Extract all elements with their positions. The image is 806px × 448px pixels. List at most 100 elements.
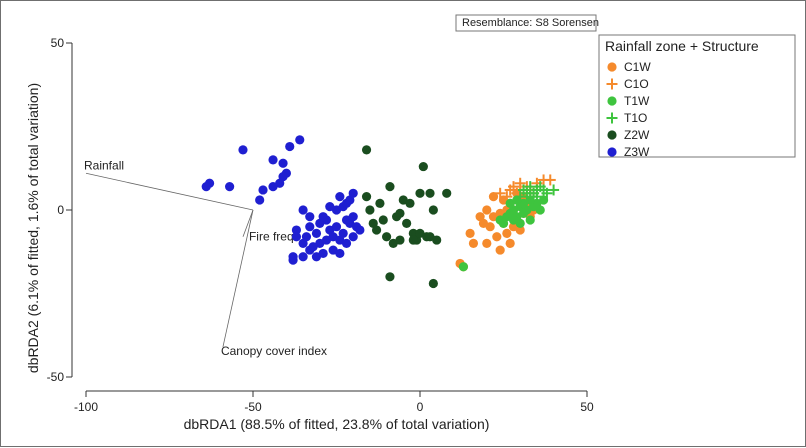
resemblance-note-text: Resemblance: S8 Sorensen [462,17,599,29]
point-T1O [541,187,553,199]
vector-line [85,172,254,211]
y-tick-label: 50 [51,36,65,50]
legend-box [598,34,796,158]
point-T1W [525,215,535,225]
axes: -100 -50 0 50 -50 0 50 [47,36,594,414]
point-Z2W [395,235,405,245]
legend-marker-T1W [607,96,617,106]
point-Z3W [278,158,288,168]
point-Z3W [325,202,335,212]
point-T1W [538,195,549,205]
point-Z2W [385,182,395,192]
x-tick-label: 0 [417,400,424,414]
point-Z3W [318,212,328,222]
x-tick-label: 50 [580,400,594,414]
vector-label: Canopy cover index [221,344,327,358]
point-Z2W [425,188,435,198]
point-Z3W [355,225,365,235]
point-Z2W [402,218,412,228]
point-Z3W [201,182,211,192]
legend-marker-C1O [606,78,618,90]
legend-label-Z2W: Z2W [624,128,650,142]
point-Z3W [285,141,295,152]
point-T1W [518,208,529,218]
point-Z3W [291,232,302,242]
point-Z3W [291,225,302,235]
point-Z2W [385,272,395,282]
series-T1W [458,195,549,272]
point-T1O [514,191,526,203]
point-Z3W [348,188,358,198]
point-Z3W [311,228,322,238]
point-T1W [508,215,519,225]
point-Z2W [365,205,375,215]
point-Z2W [442,188,452,198]
vector-line [242,209,254,237]
point-Z2W [361,145,372,155]
y-axis-label: dbRDA2 (6.1% of fitted, 1.6% of total va… [25,83,41,373]
point-Z3W [305,212,315,222]
y-tick-label: 0 [57,203,64,217]
legend-label-T1O: T1O [624,111,647,125]
vector-line [222,209,254,348]
x-tick-label: -100 [74,400,98,414]
point-Z2W [428,205,438,215]
point-Z2W [395,208,405,218]
point-T1O [524,181,536,193]
legend-label-T1W: T1W [624,94,650,108]
point-Z3W [341,238,352,248]
point-C1W [515,225,525,235]
y-tick-label: -50 [47,370,65,384]
point-Z3W [335,192,345,202]
point-Z3W [301,232,312,242]
point-Z3W [288,252,298,262]
point-T1W [458,262,469,272]
legend-marker-Z2W [607,130,617,140]
point-Z2W [405,198,415,208]
point-Z3W [255,195,265,205]
legend-marker-Z3W [607,147,617,157]
point-C1W [482,205,492,215]
resemblance-note: Resemblance: S8 Sorensen [455,14,599,32]
legend-label-C1W: C1W [624,60,651,74]
point-Z2W [368,218,378,228]
series-T1O [514,181,560,203]
point-Z3W [268,155,278,165]
point-Z2W [415,188,425,198]
point-Z2W [382,232,392,242]
point-Z3W [308,242,318,252]
point-C1W [488,192,499,202]
point-C1O [514,177,526,189]
point-Z2W [418,161,428,172]
point-Z3W [331,222,342,232]
point-Z3W [268,182,278,192]
series-Z3W [201,135,365,265]
legend-marker-C1W [607,62,617,72]
point-Z3W [298,252,308,262]
data-points [201,135,560,289]
point-C1W [482,238,492,248]
point-T1O [548,184,560,196]
point-C1O [494,187,506,199]
legend-label-C1O: C1O [624,77,649,91]
point-Z2W [361,192,372,202]
point-Z3W [348,232,358,242]
point-Z3W [295,135,305,145]
legend: Rainfall zone + Structure C1W C1O T1W T1O Z2… [598,34,796,159]
point-Z3W [225,182,235,192]
point-Z3W [348,212,358,222]
vector-label: Fire freq. [249,230,297,244]
point-C1W [502,228,512,238]
resemblance-note-box [455,14,597,32]
legend-label-Z3W: Z3W [624,145,650,159]
point-C1W [505,238,515,248]
point-C1O [508,181,520,193]
point-C1W [465,228,475,238]
point-T1W [535,205,545,215]
point-T1W [512,195,522,205]
legend-marker-T1O [606,112,618,124]
point-Z3W [318,248,328,259]
vector-overlay: Rainfall Fire freq. Canopy cover index [84,158,327,358]
